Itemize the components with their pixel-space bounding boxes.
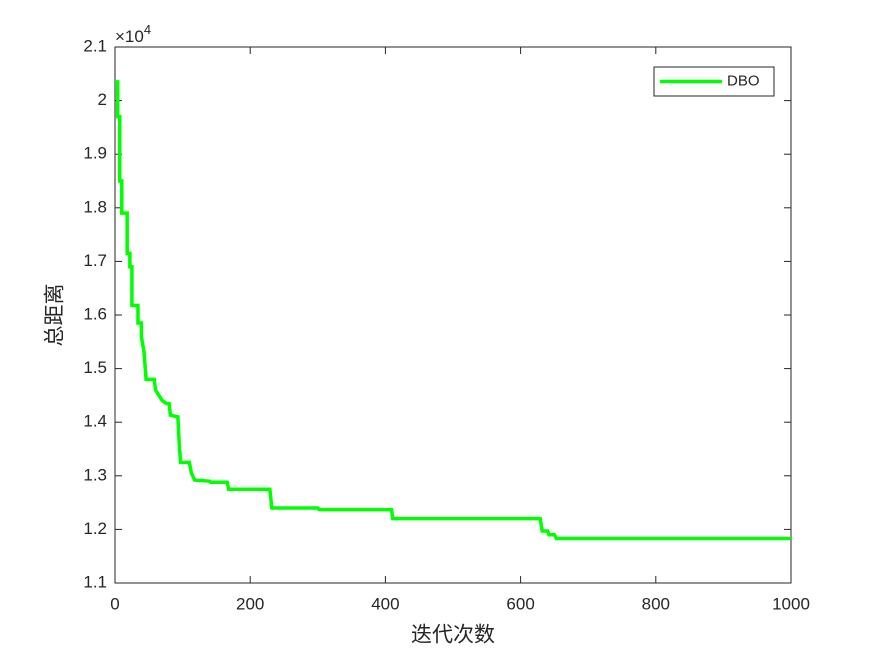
- x-tick-label: 400: [371, 594, 399, 613]
- x-tick-label: 1000: [772, 594, 810, 613]
- y-tick-label: 1.7: [83, 251, 107, 270]
- y-tick-label: 2: [98, 90, 107, 109]
- legend-label: DBO: [727, 72, 760, 89]
- y-tick-label: 2.1: [83, 36, 107, 55]
- data-line: [115, 80, 791, 541]
- y-scale-base: ×10: [115, 27, 144, 46]
- y-tick-label: 1.4: [83, 412, 107, 431]
- y-tick-label: 1.5: [83, 358, 107, 377]
- y-axis-label: 总距离: [43, 284, 67, 347]
- axes-box: [114, 46, 792, 584]
- y-scale-factor: ×104: [115, 22, 151, 46]
- x-tick-label: 200: [236, 594, 264, 613]
- x-tick-label: 800: [642, 594, 670, 613]
- y-tick-label: 1.8: [83, 197, 107, 216]
- y-tick-label: 1.9: [83, 144, 107, 163]
- y-tick-label: 1.1: [83, 572, 107, 591]
- x-tick-label: 0: [110, 594, 119, 613]
- y-tick-label: 1.3: [83, 465, 107, 484]
- x-axis-label: 迭代次数: [411, 623, 495, 647]
- y-tick-label: 1.2: [83, 519, 107, 538]
- y-scale-exponent: 4: [144, 22, 151, 37]
- x-tick-label: 600: [506, 594, 534, 613]
- y-tick-label: 1.6: [83, 304, 107, 323]
